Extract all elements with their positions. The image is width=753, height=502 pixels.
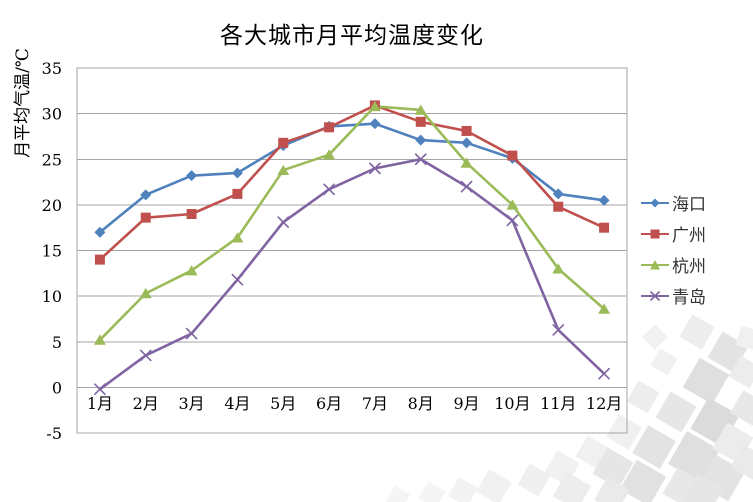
- marker-guangzhou: [507, 150, 518, 161]
- marker-qingdao: [139, 349, 152, 362]
- marker-hangzhou: [185, 265, 198, 276]
- legend-label: 海口: [672, 195, 706, 215]
- marker-hangzhou: [368, 100, 381, 112]
- marker-qingdao: [460, 180, 473, 193]
- marker-haikou: [140, 189, 152, 201]
- x-tick-label: 7月: [362, 394, 388, 413]
- marker-hangzhou: [277, 164, 290, 175]
- y-tick-label: 25: [42, 150, 62, 169]
- y-tick-label: 15: [42, 242, 62, 261]
- marker-haikou: [415, 134, 427, 146]
- marker-hangzhou: [323, 149, 336, 160]
- marker-qingdao: [368, 162, 381, 175]
- y-axis-title: 月平均气温/℃: [13, 48, 33, 158]
- legend-label: 杭州: [672, 257, 706, 277]
- marker-qingdao: [506, 214, 519, 227]
- marker-hangzhou: [552, 263, 565, 274]
- marker-haikou: [552, 188, 564, 200]
- marker-qingdao: [414, 153, 427, 166]
- marker-qingdao: [598, 367, 611, 380]
- marker-guangzhou: [186, 209, 197, 219]
- legend-label: 广州: [672, 226, 706, 246]
- marker-qingdao: [277, 216, 290, 229]
- series-line-hangzhou: [98, 105, 606, 342]
- y-tick-label: 20: [42, 196, 62, 215]
- marker-guangzhou: [553, 201, 564, 212]
- legend-item-hangzhou: 杭州: [640, 249, 706, 280]
- series-line-qingdao: [98, 157, 606, 391]
- x-tick-label: 9月: [453, 394, 479, 413]
- marker-qingdao: [552, 323, 565, 336]
- marker-guangzhou: [232, 188, 243, 199]
- legend: 海口 广州 杭州 青岛: [640, 187, 706, 311]
- marker-hangzhou: [460, 157, 473, 168]
- legend-marker-diamond-icon: [641, 198, 669, 207]
- legend-marker-triangle-icon: [641, 259, 669, 269]
- marker-qingdao: [231, 273, 244, 286]
- x-tick-label: 6月: [316, 394, 342, 413]
- marker-haikou: [369, 118, 381, 130]
- x-tick-label: 11月: [540, 394, 576, 413]
- marker-hangzhou: [93, 334, 106, 345]
- x-tick-label: 1月: [87, 394, 113, 413]
- plot-border: [76, 67, 628, 434]
- series-line-guangzhou: [98, 104, 606, 261]
- marker-guangzhou: [599, 222, 610, 233]
- legend-marker-square-icon: [641, 229, 669, 238]
- y-tick-label: 10: [42, 287, 62, 306]
- marker-hangzhou: [506, 199, 519, 210]
- marker-guangzhou: [278, 137, 289, 148]
- marker-guangzhou: [324, 122, 335, 133]
- marker-qingdao: [185, 327, 198, 340]
- chart-title: 各大城市月平均温度变化: [220, 23, 484, 49]
- y-tick-label: 5: [52, 333, 62, 352]
- x-tick-label: 5月: [270, 394, 296, 413]
- marker-haikou: [186, 170, 198, 182]
- legend-marker-x-icon: [641, 290, 669, 301]
- y-tick-label: 35: [42, 59, 62, 78]
- marker-guangzhou: [415, 116, 426, 127]
- marker-hangzhou: [139, 287, 152, 299]
- marker-guangzhou: [140, 212, 151, 223]
- marker-haikou: [94, 226, 106, 238]
- x-tick-label: 4月: [224, 394, 250, 413]
- y-tick-label: 0: [52, 378, 62, 397]
- marker-hangzhou: [598, 303, 611, 314]
- x-tick-label: 12月: [586, 394, 622, 413]
- legend-item-qingdao: 青岛: [640, 280, 706, 311]
- x-tick-label: 3月: [178, 394, 204, 413]
- marker-qingdao: [93, 383, 106, 396]
- legend-label: 青岛: [672, 288, 706, 308]
- marker-guangzhou: [94, 254, 105, 265]
- y-tick-label: -5: [46, 424, 62, 443]
- marker-haikou: [231, 167, 243, 179]
- legend-item-guangzhou: 广州: [640, 218, 706, 249]
- marker-qingdao: [323, 183, 336, 196]
- marker-haikou: [461, 137, 473, 149]
- y-tick-label: 30: [42, 105, 62, 124]
- marker-hangzhou: [231, 232, 244, 243]
- x-tick-label: 8月: [408, 394, 434, 413]
- marker-hangzhou: [414, 104, 427, 115]
- x-tick-label: 10月: [494, 394, 530, 413]
- marker-guangzhou: [461, 125, 472, 136]
- x-tick-label: 2月: [133, 394, 159, 413]
- legend-item-haikou: 海口: [640, 187, 706, 218]
- marker-haikou: [598, 194, 610, 206]
